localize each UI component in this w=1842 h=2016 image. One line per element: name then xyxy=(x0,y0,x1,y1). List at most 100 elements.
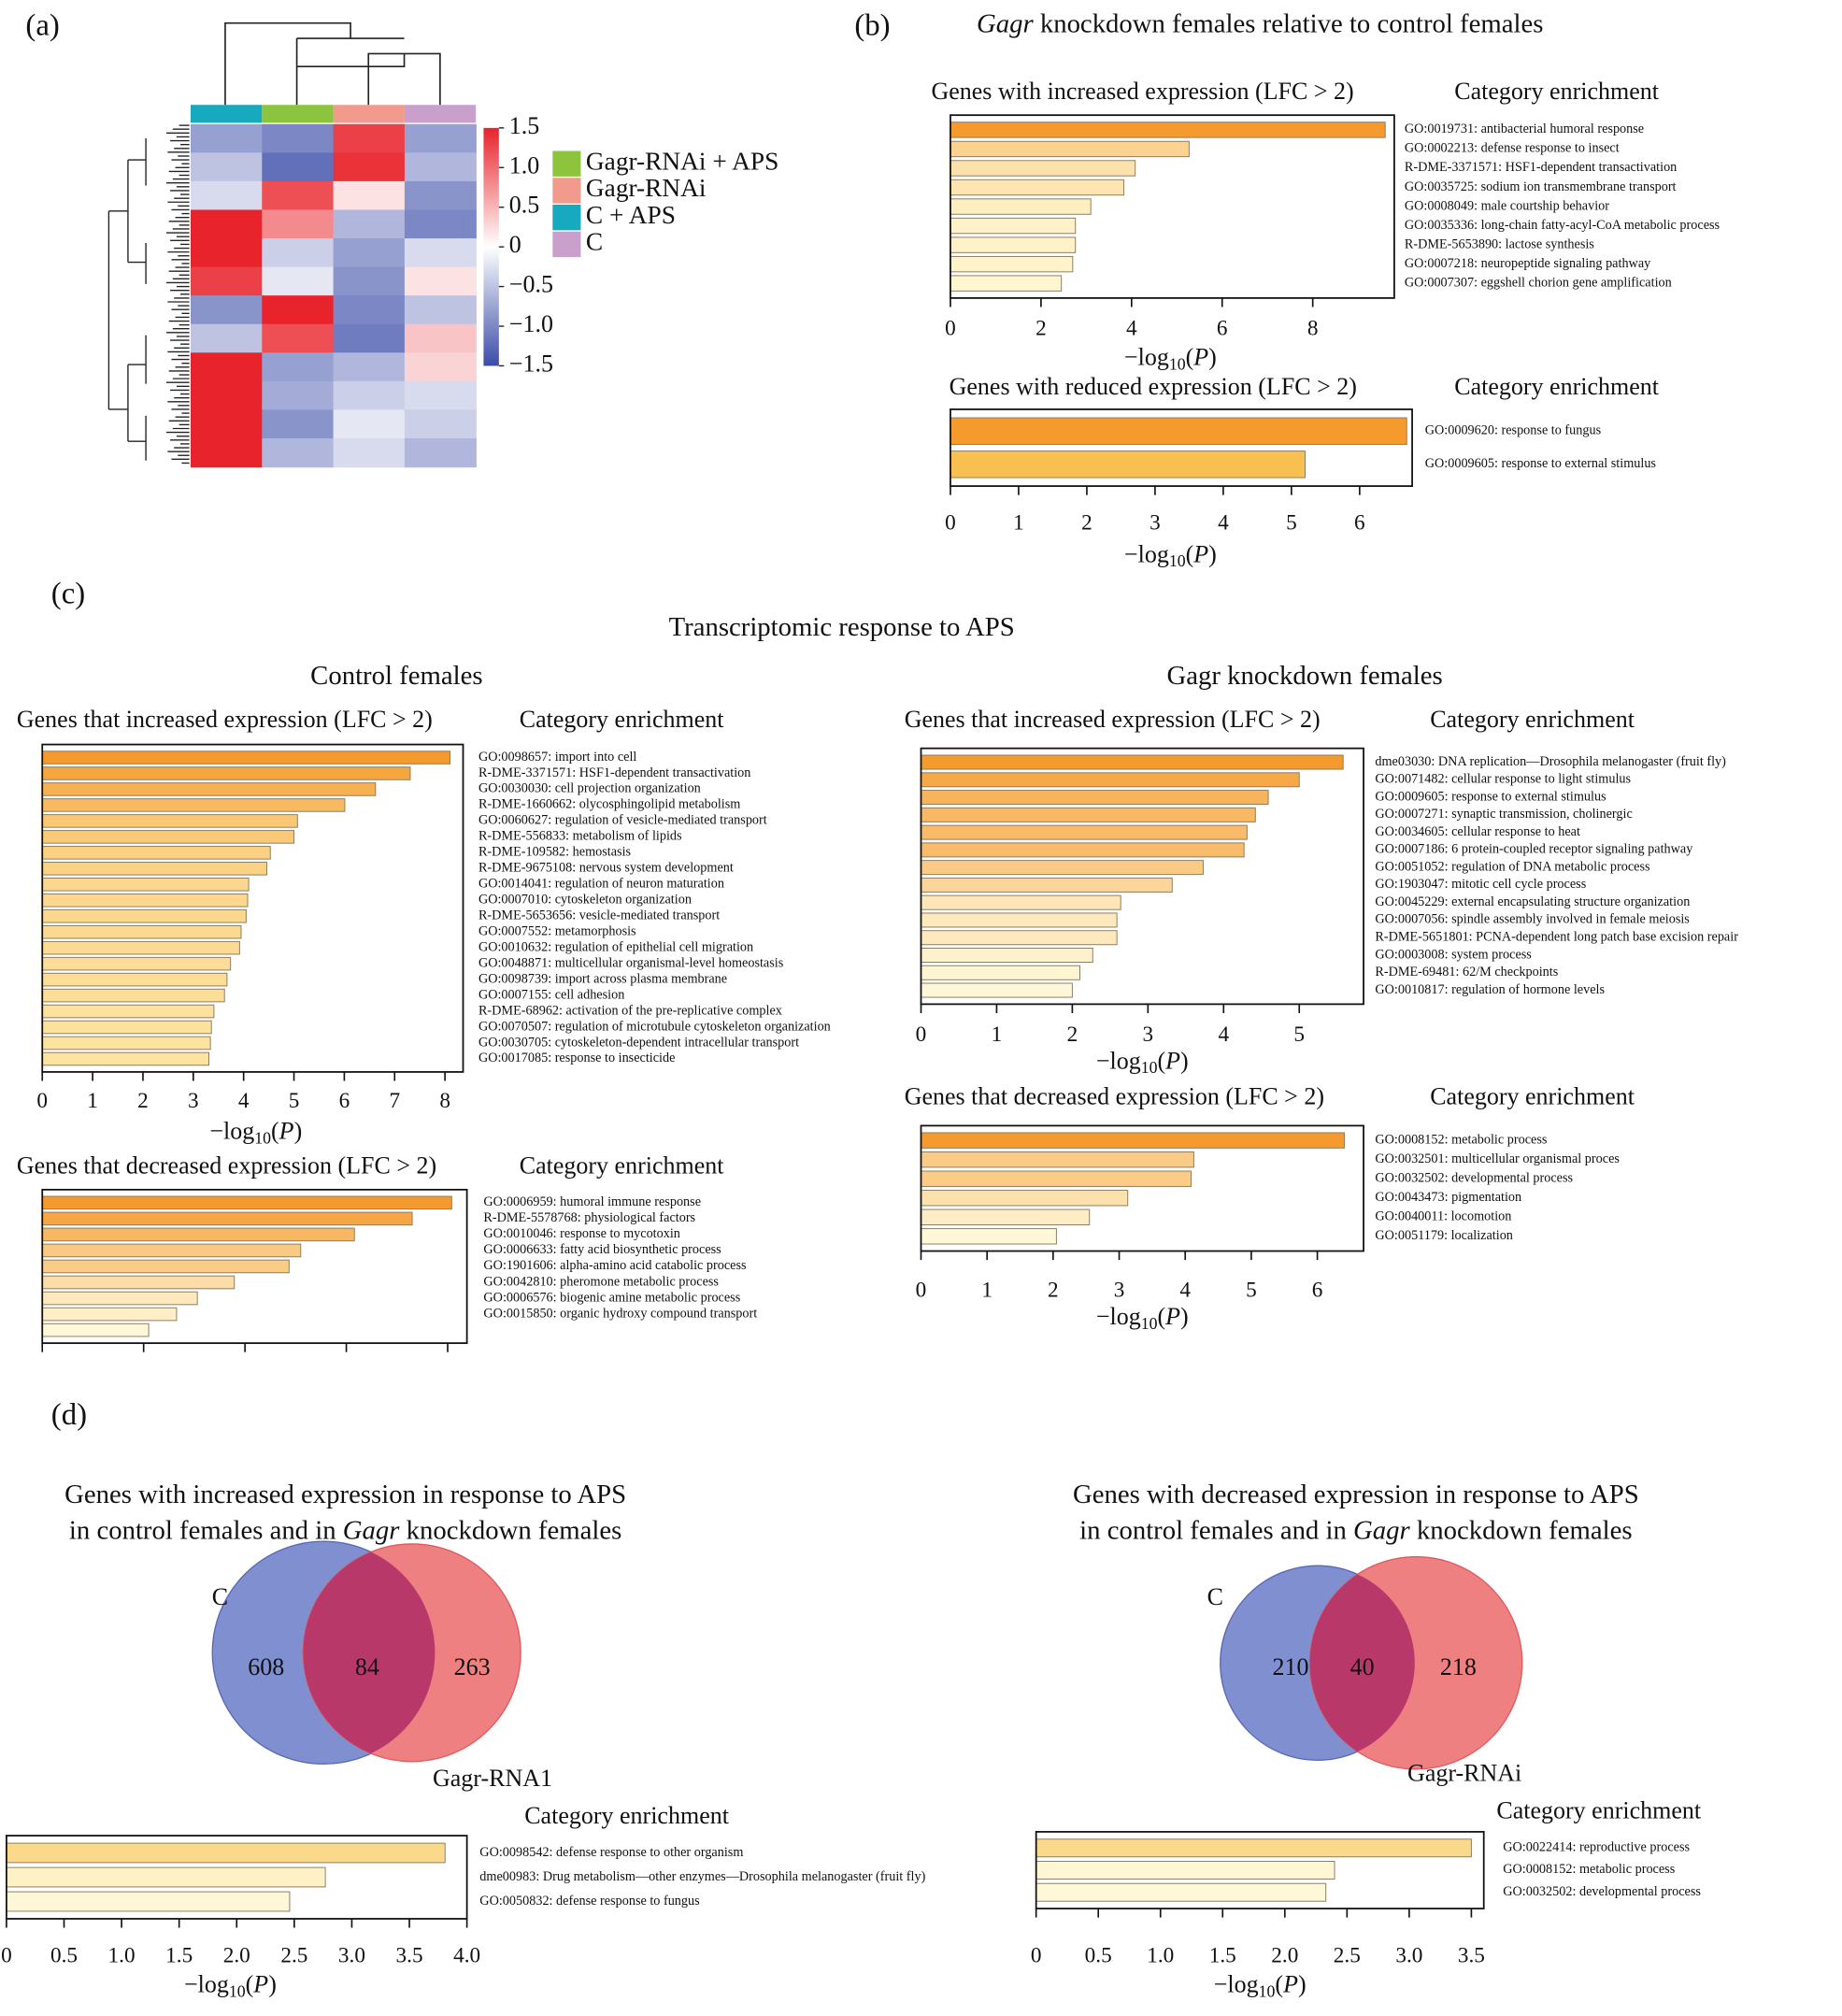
category-label: GO:0007552: metamorphosis xyxy=(478,923,636,938)
x-axis-label: −log10(P) xyxy=(1096,1047,1189,1077)
category-label: GO:0008152: metabolic process xyxy=(1375,1132,1547,1147)
bar xyxy=(41,893,249,908)
panel-title: Transcriptomic response to APS xyxy=(669,612,1015,642)
x-tick-label: 6 xyxy=(339,1089,350,1113)
category-label: GO:1901606: alpha-amino acid catabolic p… xyxy=(483,1258,747,1273)
heatmap-cell xyxy=(190,380,263,411)
bar xyxy=(41,1036,211,1051)
heatmap-cell xyxy=(404,123,477,154)
venn-set-label: C xyxy=(212,1583,228,1610)
color-tick-label: 0 xyxy=(509,231,521,258)
bar xyxy=(950,140,1190,158)
x-axis-label-part: P xyxy=(1282,1970,1298,1997)
bar xyxy=(41,940,240,955)
x-tick-label: 0.5 xyxy=(1085,1943,1112,1967)
bar xyxy=(41,1004,215,1019)
heatmap-cell xyxy=(190,409,263,439)
bar xyxy=(921,965,1080,980)
x-tick-label: 4 xyxy=(1126,316,1137,340)
x-tick-label: 1 xyxy=(1013,510,1024,535)
bar xyxy=(921,842,1245,858)
bar xyxy=(41,1227,355,1242)
category-label: R-DME-9675108: nervous system developmen… xyxy=(478,861,734,876)
heatmap-cell xyxy=(333,266,406,296)
legend-swatch xyxy=(552,231,581,258)
title-part: Gagr xyxy=(977,8,1034,38)
bar xyxy=(41,751,450,765)
bar xyxy=(921,894,1121,910)
bar xyxy=(950,160,1136,177)
heatmap-cell xyxy=(262,323,335,353)
x-tick-label: 5 xyxy=(1246,1279,1257,1303)
category-label: GO:0009605: response to external stimulu… xyxy=(1375,789,1606,804)
category-label: GO:0048871: multicellular organismal-lev… xyxy=(478,955,784,970)
category-label: GO:0015850: organic hydroxy compound tra… xyxy=(483,1306,757,1321)
x-tick-label: 2 xyxy=(1048,1279,1059,1303)
bar xyxy=(921,790,1269,806)
x-tick-label: 0 xyxy=(1,1943,12,1967)
x-axis-label-part: P xyxy=(252,1970,268,1997)
column-color-bar xyxy=(333,105,405,123)
category-label: GO:0032501: multicellular organismal pro… xyxy=(1375,1151,1620,1166)
bar xyxy=(950,236,1077,253)
x-axis-label-part: P xyxy=(278,1118,294,1145)
bar xyxy=(41,924,242,939)
x-tick-label: 1 xyxy=(981,1279,992,1303)
x-tick-label: 8 xyxy=(1307,316,1319,340)
category-label: GO:0007186: 6 protein-coupled receptor s… xyxy=(1375,842,1693,857)
heatmap-cell xyxy=(190,209,263,239)
bar xyxy=(6,1891,291,1912)
x-tick-label: 3 xyxy=(188,1089,199,1113)
category-label: GO:0071482: cellular response to light s… xyxy=(1375,772,1631,787)
x-axis-label: −log10(P) xyxy=(184,1970,277,2000)
venn-title-part: in control females and in xyxy=(1079,1515,1347,1545)
bar xyxy=(41,862,267,876)
panel-subtitle: Control females xyxy=(310,661,482,691)
bar xyxy=(41,1291,198,1306)
category-label: GO:0007218: neuropeptide signaling pathw… xyxy=(1405,256,1651,271)
x-tick-label: 3.5 xyxy=(396,1943,423,1967)
bar xyxy=(921,772,1300,788)
column-dendrogram xyxy=(224,21,441,106)
panel-title: Gagr knockdown females relative to contr… xyxy=(977,8,1543,38)
venn-title-part: knockdown females xyxy=(407,1515,622,1545)
category-title: Category enrichment xyxy=(1496,1796,1702,1823)
dendrogram-lines xyxy=(107,137,147,461)
bar xyxy=(41,956,232,971)
heatmap-cell xyxy=(333,209,406,239)
bar xyxy=(950,255,1074,273)
heatmap-cell xyxy=(262,152,335,182)
color-bar xyxy=(483,127,499,366)
category-label: GO:0060627: regulation of vesicle-mediat… xyxy=(478,813,767,828)
category-label: GO:0045229: external encapsulating struc… xyxy=(1375,894,1690,909)
legend-label: C + APS xyxy=(586,201,676,229)
heatmap-cell xyxy=(262,409,335,439)
category-label: GO:0008152: metabolic process xyxy=(1503,1862,1675,1877)
heatmap-cell xyxy=(404,437,477,468)
x-tick-label: 3 xyxy=(1143,1022,1154,1047)
category-label: GO:0017085: response to insecticide xyxy=(478,1051,675,1065)
plot-frame xyxy=(41,743,464,1073)
color-tick-label: 0.5 xyxy=(509,192,540,219)
category-title: Category enrichment xyxy=(524,1802,730,1829)
venn-title: Genes with decreased expression in respo… xyxy=(1073,1480,1639,1509)
category-label: GO:0007010: cytoskeleton organization xyxy=(478,893,692,908)
category-label: R-DME-109582: hemostasis xyxy=(478,845,632,860)
x-axis-label: −log10(P) xyxy=(209,1118,302,1148)
bar xyxy=(41,1323,150,1337)
x-axis-label-part: −log xyxy=(1124,540,1169,567)
panel-subtitle: Gagr knockdown females xyxy=(1166,661,1442,691)
x-axis-label-part: 10 xyxy=(1141,1314,1158,1333)
heatmap-cell xyxy=(333,238,406,268)
bar xyxy=(950,450,1306,479)
x-tick-label: 4 xyxy=(1218,510,1229,535)
bar xyxy=(950,179,1125,196)
category-label: GO:1903047: mitotic cell cycle process xyxy=(1375,877,1586,892)
plot-frame xyxy=(950,408,1413,487)
x-tick-label: 8 xyxy=(439,1089,450,1113)
category-label: GO:0010632: regulation of epithelial cel… xyxy=(478,939,753,954)
legend-label: Gagr-RNAi + APS xyxy=(586,147,778,175)
x-tick-label: 1 xyxy=(992,1022,1003,1047)
category-label: GO:0051052: regulation of DNA metabolic … xyxy=(1375,859,1650,874)
